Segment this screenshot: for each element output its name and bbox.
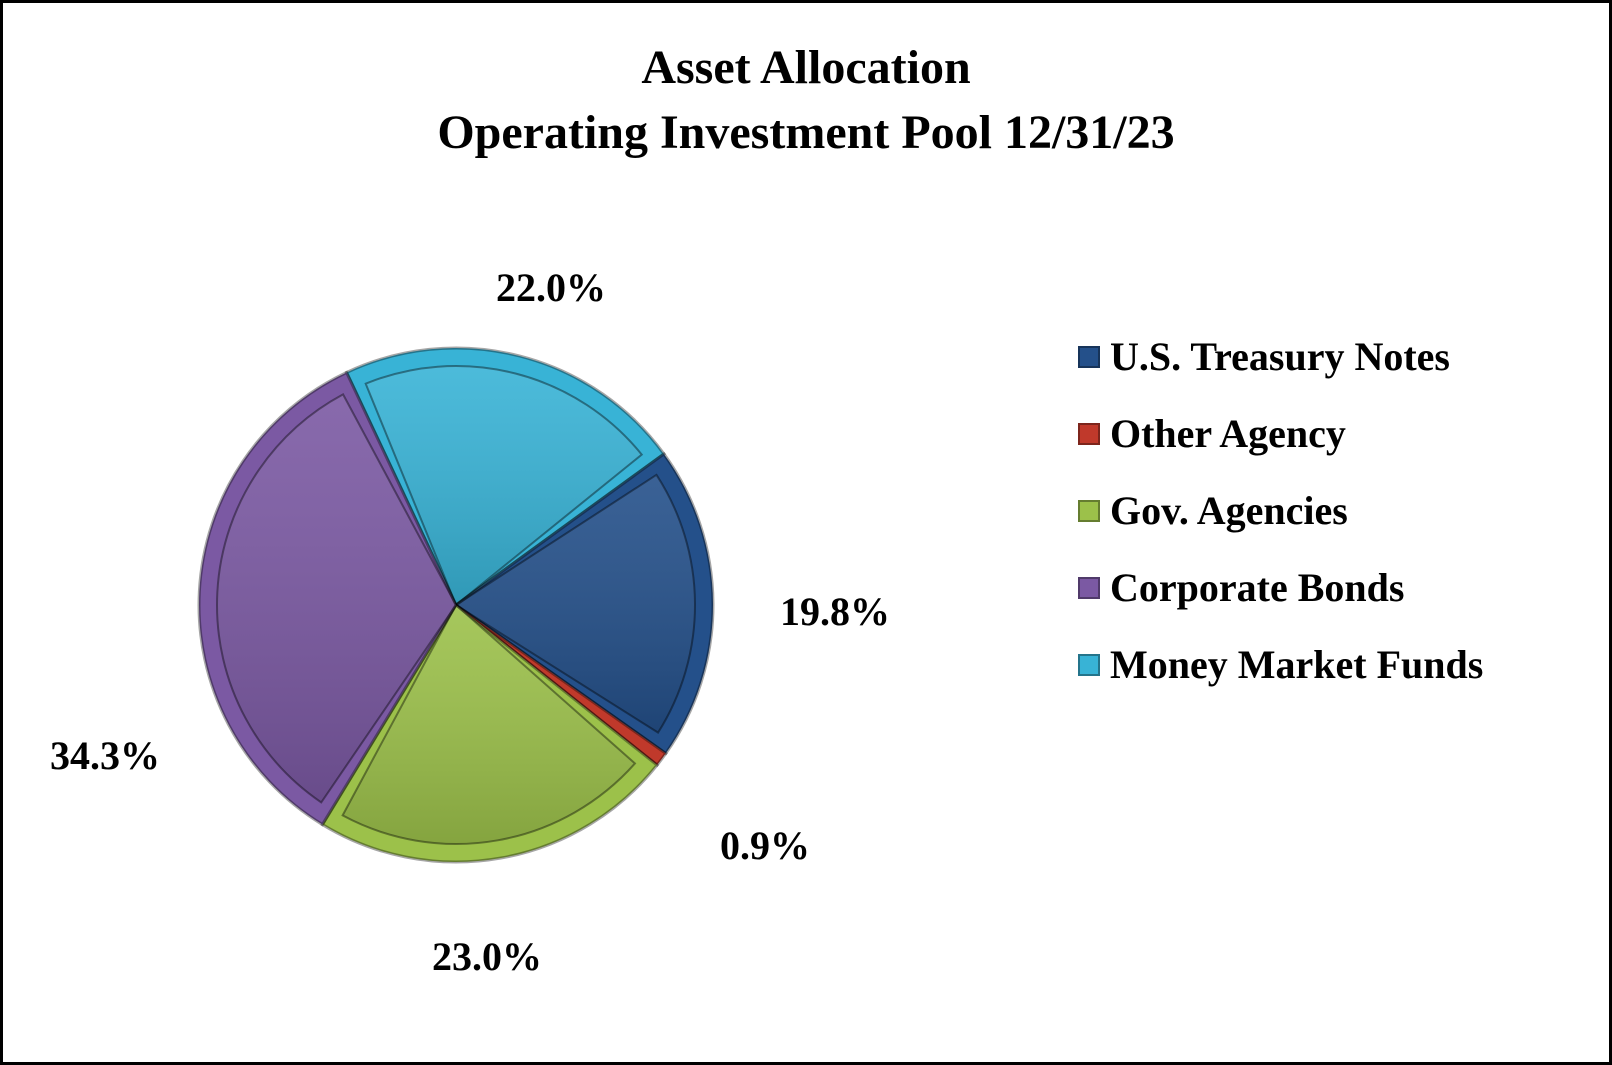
legend-item-corporate-bonds: Corporate Bonds [1078, 549, 1483, 626]
legend-item-other-agency: Other Agency [1078, 395, 1483, 472]
pie-slices [197, 346, 715, 864]
swatch-icon [1078, 653, 1100, 676]
swatch-icon [1078, 422, 1100, 445]
label-corporate-bonds: 34.3% [50, 733, 160, 778]
swatch-icon [1078, 345, 1100, 368]
swatch-icon [1078, 499, 1100, 522]
swatch-icon [1078, 576, 1100, 599]
legend-item-treasury: U.S. Treasury Notes [1078, 318, 1483, 395]
chart-title-line1: Asset Allocation [641, 41, 971, 94]
legend: U.S. Treasury Notes Other Agency Gov. Ag… [1078, 318, 1483, 703]
label-other-agency: 0.9% [720, 823, 810, 868]
label-treasury: 19.8% [780, 589, 890, 634]
legend-item-money-market: Money Market Funds [1078, 626, 1483, 703]
legend-item-gov-agencies: Gov. Agencies [1078, 472, 1483, 549]
label-gov-agencies: 23.0% [432, 934, 542, 979]
pie-slice-other-agency [455, 603, 668, 768]
chart-title-line2: Operating Investment Pool 12/31/23 [437, 106, 1175, 159]
label-money-market: 22.0% [496, 265, 606, 310]
